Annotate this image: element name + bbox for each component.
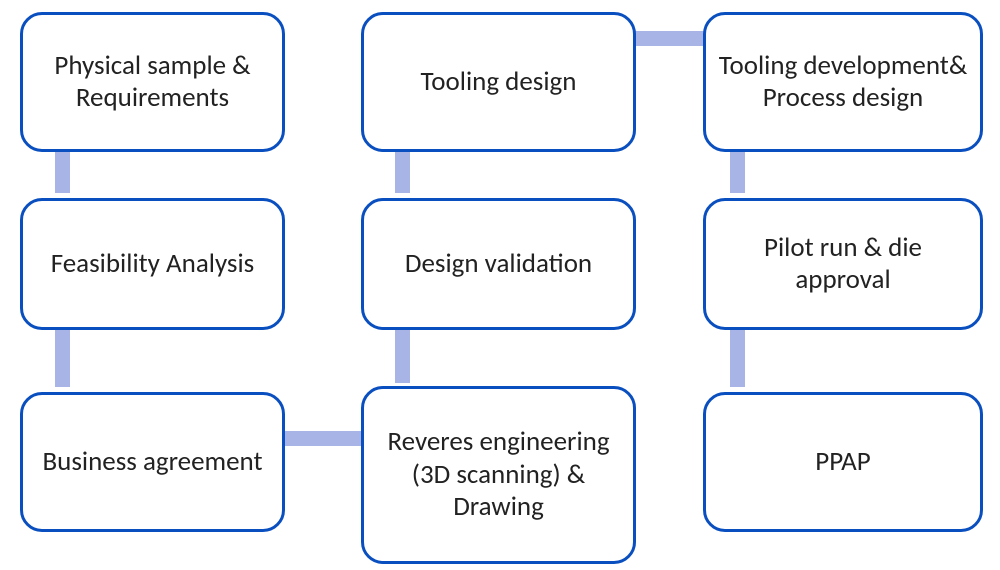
flowchart-node-n7: Tooling development& Process design bbox=[703, 12, 983, 152]
flowchart-node-n5: Design validation bbox=[361, 198, 636, 330]
flowchart-node-n9: PPAP bbox=[703, 392, 983, 532]
connector-n3-n4 bbox=[283, 431, 363, 446]
flowchart-node-n4: Reveres engineering (3D scanning) & Draw… bbox=[361, 386, 636, 564]
connector-n2-n3 bbox=[55, 321, 70, 387]
flowchart-node-n2: Feasibility Analysis bbox=[20, 198, 285, 330]
connector-n8-n9 bbox=[730, 321, 745, 387]
connector-n6-n7 bbox=[634, 31, 705, 46]
flowchart-node-n3: Business agreement bbox=[20, 392, 285, 532]
flowchart-node-n1: Physical sample & Requirements bbox=[20, 12, 285, 152]
flowchart-node-n6: Tooling design bbox=[361, 12, 636, 152]
flowchart-node-n8: Pilot run & die approval bbox=[703, 198, 983, 330]
